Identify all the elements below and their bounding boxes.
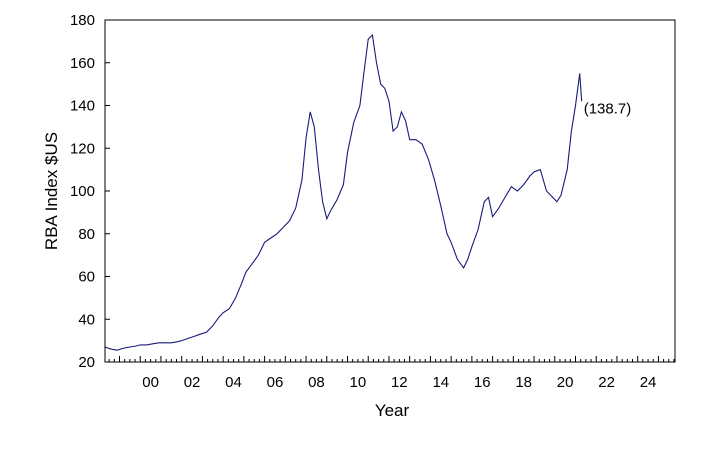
y-axis-ticks: 20 40 60 80 100 120 140 160 180 (70, 12, 110, 371)
x-tick-label: 22 (598, 374, 615, 391)
y-tick-label: 20 (78, 354, 95, 371)
y-tick-label: 100 (70, 183, 95, 200)
x-axis-ticks: 00 02 04 06 08 10 12 14 16 18 20 22 24 (108, 356, 675, 391)
last-value-annotation: (138.7) (584, 100, 632, 117)
y-tick-label: 180 (70, 12, 95, 29)
y-tick-label: 160 (70, 55, 95, 72)
plot-frame (104, 19, 676, 363)
x-tick-label: 20 (557, 374, 574, 391)
x-tick-label: 08 (308, 374, 325, 391)
y-tick-label: 60 (78, 269, 95, 286)
y-tick-label: 140 (70, 98, 95, 115)
x-tick-label: 10 (350, 374, 367, 391)
x-tick-label: 06 (267, 374, 284, 391)
x-tick-label: 18 (515, 374, 532, 391)
x-tick-label: 02 (184, 374, 201, 391)
x-tick-label: 12 (391, 374, 408, 391)
x-tick-label: 24 (640, 374, 657, 391)
y-tick-label: 40 (78, 311, 95, 328)
series-line (104, 33, 583, 351)
x-tick-label: 00 (142, 374, 159, 391)
y-tick-label: 120 (70, 140, 95, 157)
x-axis-title: Year (375, 401, 410, 420)
y-tick-label: 80 (78, 226, 95, 243)
x-tick-label: 14 (432, 374, 449, 391)
x-tick-label: 16 (474, 374, 491, 391)
x-tick-label: 04 (225, 374, 242, 391)
y-axis-title: RBA Index $US (42, 132, 61, 250)
